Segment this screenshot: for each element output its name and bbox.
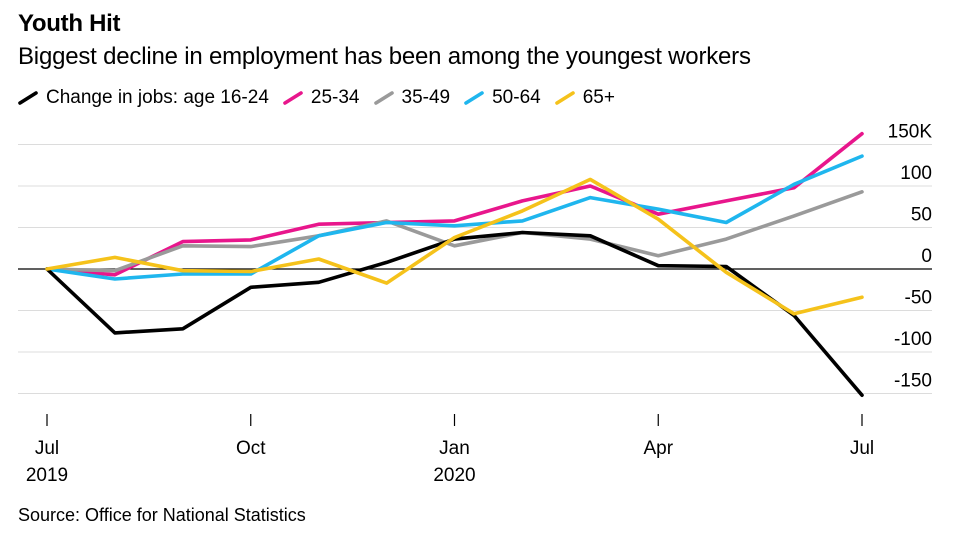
series-line-25-34 bbox=[45, 131, 864, 277]
series-line-50-64 bbox=[45, 154, 864, 281]
legend-item: 25-34 bbox=[283, 87, 360, 109]
x-tick-label: Jan bbox=[439, 438, 470, 459]
x-tick-label: Oct bbox=[236, 438, 266, 459]
legend-label: Change in jobs: age 16-24 bbox=[46, 87, 269, 108]
line-chart: 150K 100 50 0 -50 -100 -150 Jul 2019 Oct Jan 2020 Ap… bbox=[18, 122, 933, 486]
y-tick-label: -150 bbox=[894, 371, 932, 392]
legend-label: 35-49 bbox=[401, 87, 451, 108]
chart-title: Youth Hit bbox=[18, 10, 121, 37]
source-note: Source: Office for National Statistics bbox=[18, 505, 306, 525]
x-tick-label: Jul bbox=[850, 438, 874, 459]
legend-item: Change in jobs: age 16-24 bbox=[18, 87, 269, 109]
legend-label: 65+ bbox=[582, 87, 615, 108]
y-tick-label: 150K bbox=[888, 122, 933, 143]
legend-item: 65+ bbox=[554, 87, 615, 109]
x-tick-label: Apr bbox=[643, 438, 673, 459]
x-tick-sublabel: 2019 bbox=[26, 465, 68, 486]
legend-swatch bbox=[554, 91, 575, 105]
legend-swatch bbox=[464, 91, 484, 105]
legend-item: 50-64 bbox=[464, 87, 541, 109]
y-tick-label: -50 bbox=[905, 288, 932, 309]
series-line-65+ bbox=[45, 177, 864, 316]
legend-label: 25-34 bbox=[310, 87, 360, 108]
y-tick-label: 50 bbox=[911, 205, 932, 226]
y-tick-label: -100 bbox=[894, 329, 932, 350]
y-tick-label: 0 bbox=[921, 246, 932, 267]
y-tick-label: 100 bbox=[900, 163, 932, 184]
legend-swatch bbox=[18, 91, 38, 105]
legend-swatch bbox=[373, 91, 394, 105]
chart-legend: Change in jobs: age 16-24 25-34 35-49 50-64… bbox=[18, 86, 629, 110]
legend-item: 35-49 bbox=[373, 87, 451, 109]
x-tick-label: Jul bbox=[35, 438, 59, 459]
x-tick-sublabel: 2020 bbox=[433, 465, 475, 486]
legend-swatch bbox=[283, 91, 303, 105]
legend-label: 50-64 bbox=[492, 87, 541, 108]
series-line-35-49 bbox=[45, 190, 864, 273]
series-line-16-24 bbox=[45, 230, 864, 398]
chart-subtitle: Biggest decline in employment has been a… bbox=[18, 43, 751, 70]
